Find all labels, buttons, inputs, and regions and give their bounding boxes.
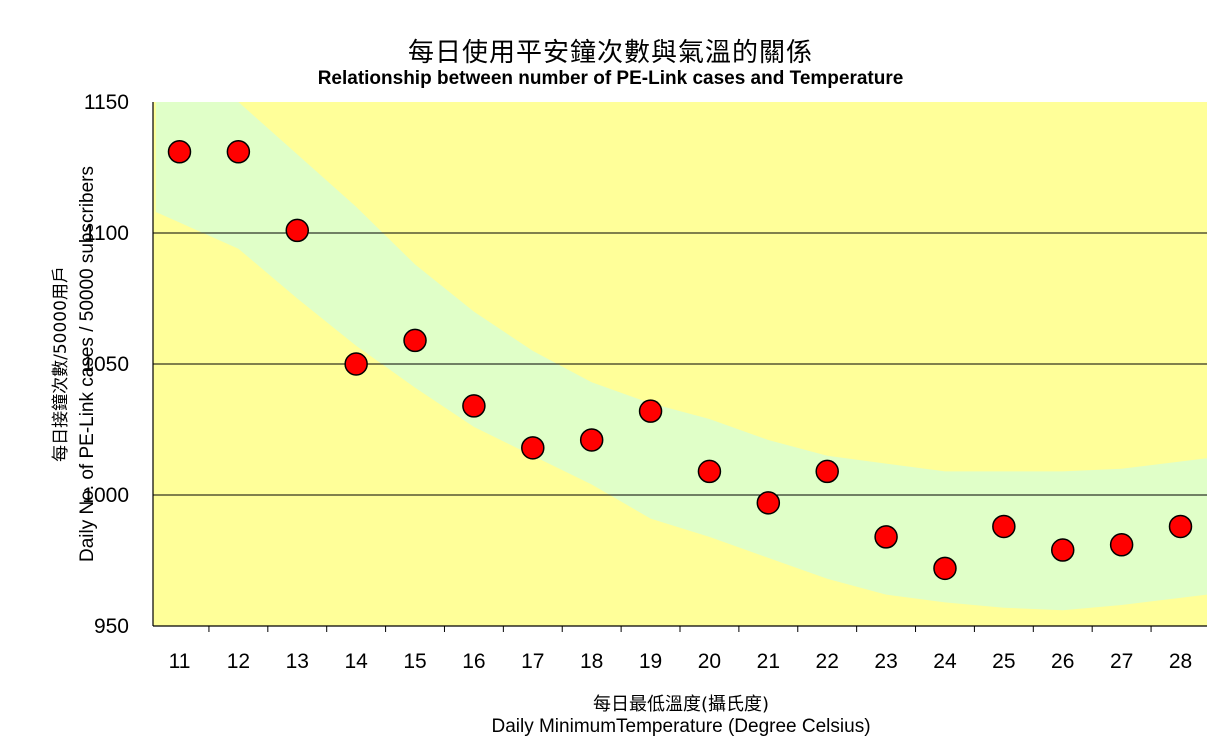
y-axis-label: 每日接鐘次數/50000用戶 Daily No. of PE-Link case… [48,166,102,562]
y-tick-labels: 950 1000 1050 1100 1150 [82,91,129,638]
data-point [579,428,604,452]
x-tick-label: 16 [462,650,485,673]
y-tick-label: 950 [94,615,129,638]
chart-title: Relationship between number of PE-Link c… [317,68,904,89]
x-tick-label: 13 [286,650,309,673]
data-point [933,556,957,581]
y-tick-label: 1000 [82,484,129,507]
x-tick-label: 28 [1169,650,1192,673]
x-tick-label: 20 [698,650,721,673]
axes [152,102,1207,632]
x-tick-label: 25 [992,650,1015,673]
data-point [697,459,722,484]
x-tick-label: 18 [580,650,603,673]
data-points [167,140,1193,581]
x-tick-label: 27 [1110,650,1133,673]
y-tick-label: 1050 [82,353,129,376]
x-tick-label: 11 [169,650,191,673]
data-point [756,491,781,515]
y-axis-label-chinese: 每日接鐘次數/50000用戶 [51,266,71,462]
trend-band [155,102,1207,611]
data-point [1168,514,1193,539]
x-axis-label-chinese: 每日最低溫度(攝氏度) [592,694,770,715]
y-tick-label: 1150 [84,91,129,114]
gridlines [153,232,1207,496]
x-tick-label: 19 [639,650,662,673]
x-tick-label: 21 [757,650,780,673]
data-point [462,394,486,418]
data-point [1050,538,1075,562]
x-tick-label: 15 [403,650,426,673]
data-point [815,459,839,484]
y-tick-label: 1100 [84,222,129,245]
data-point [521,436,545,460]
data-point [1109,533,1134,557]
x-tick-labels: 11 12 13 14 15 16 17 18 19 20 21 22 23 24 25 26 27 28 [169,650,1193,673]
data-point [167,140,192,164]
x-tick-label: 23 [874,650,897,673]
x-tick-label: 17 [521,650,544,673]
y-axis-label-english: Daily No. of PE-Link cases / 50000 subsc… [77,165,98,563]
chart-title-chinese: 每日使用平安鐘次數與氣溫的關係 [407,38,813,68]
x-tick-label: 24 [933,650,957,673]
x-axis-label: Daily MinimumTemperature (Degree Celsius… [491,716,871,737]
data-point [403,328,427,353]
x-tick-label: 22 [816,650,839,673]
data-point [992,514,1016,539]
x-tick-label: 26 [1051,650,1074,673]
data-point [874,525,898,549]
data-point [226,140,251,164]
x-tick-label: 12 [227,650,250,673]
data-point [285,218,310,243]
x-tick-label: 14 [344,650,368,673]
data-point [344,352,368,376]
data-point [638,399,663,423]
